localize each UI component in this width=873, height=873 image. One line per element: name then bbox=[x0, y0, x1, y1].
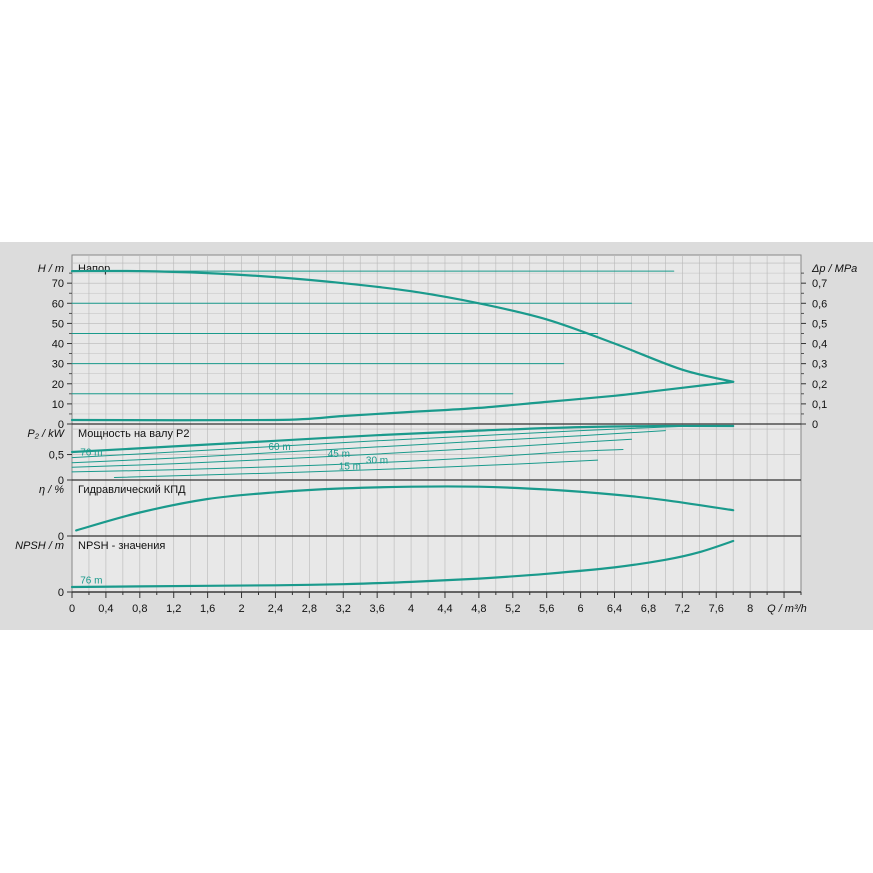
power-series-line bbox=[70, 424, 735, 454]
power-series-line bbox=[71, 438, 632, 468]
y-right-axis-label: Δp / MPa bbox=[811, 263, 857, 275]
y-tick-label: 30 bbox=[52, 359, 64, 371]
x-tick-label: 3,2 bbox=[336, 603, 351, 615]
y-axis-label: P₂ / kW bbox=[27, 428, 65, 440]
x-tick-label: 4 bbox=[408, 603, 414, 615]
npsh-series-line bbox=[70, 539, 735, 589]
y-tick-label: 20 bbox=[52, 379, 64, 391]
x-tick-label: 6 bbox=[578, 603, 584, 615]
y-tick-label: 0 bbox=[58, 419, 64, 431]
x-tick-label: 2,8 bbox=[302, 603, 317, 615]
panel-title: Мощность на валу P2 bbox=[78, 428, 190, 440]
head-series-line bbox=[70, 380, 735, 422]
x-tick-label: 1,6 bbox=[200, 603, 215, 615]
power-series-line bbox=[71, 430, 666, 464]
curve-annotation: 60 m bbox=[268, 442, 290, 453]
efficiency-panel: 0 η / % Гидравлический КПД bbox=[39, 484, 801, 543]
curve-annotation: 76 m bbox=[80, 575, 102, 586]
y-right-tick-label: 0,2 bbox=[812, 379, 827, 391]
power-series-line bbox=[71, 425, 692, 459]
y-tick-label: 0 bbox=[58, 475, 64, 487]
x-tick-label: 0,4 bbox=[98, 603, 113, 615]
head-panel: 0 10 20 30 40 50 60 70 0 0,1 0,2 0,3 0,4 0,5 0,6 0,7 Δp … bbox=[38, 262, 857, 431]
x-tick-label: 2 bbox=[238, 603, 244, 615]
y-right-tick-label: 0,5 bbox=[812, 318, 827, 330]
chart-panels: 01020304050607000,10,20,30,40,50,60,7Δp … bbox=[15, 254, 857, 615]
x-tick-label: 7,2 bbox=[675, 603, 690, 615]
y-tick-label: 40 bbox=[52, 339, 64, 351]
x-tick-label: 7,6 bbox=[709, 603, 724, 615]
x-tick-label: 0,8 bbox=[132, 603, 147, 615]
x-tick-label: 0 bbox=[69, 603, 75, 615]
power-series-line bbox=[113, 459, 599, 478]
y-axis-label: H / m bbox=[38, 263, 64, 275]
y-axis-label: NPSH / m bbox=[15, 540, 64, 552]
y-tick-label: 0 bbox=[58, 587, 64, 599]
y-tick-label: 50 bbox=[52, 318, 64, 330]
x-tick-label: 6,4 bbox=[607, 603, 622, 615]
x-tick-label: 8 bbox=[747, 603, 753, 615]
curve-annotation: 45 m bbox=[328, 449, 350, 460]
panel-title: NPSH - значения bbox=[78, 540, 165, 552]
x-tick-label: 5,6 bbox=[539, 603, 554, 615]
x-tick-label: 3,6 bbox=[370, 603, 385, 615]
x-axis-label: Q / m³/h bbox=[767, 603, 807, 615]
y-right-tick-label: 0,6 bbox=[812, 298, 827, 310]
x-tick-label: 2,4 bbox=[268, 603, 283, 615]
y-right-tick-label: 0,7 bbox=[812, 278, 827, 290]
curve-annotation: 30 m bbox=[366, 456, 388, 467]
efficiency-series-line bbox=[75, 485, 735, 532]
curve-annotation: 15 m bbox=[339, 462, 361, 473]
y-axis-label: η / % bbox=[39, 484, 64, 496]
power-panel: 0 0,5 P₂ / kW Мощность на валу P2 76 m 60 m 45… bbox=[27, 424, 801, 487]
y-tick-label: 10 bbox=[52, 399, 64, 411]
y-right-tick-label: 0 bbox=[812, 419, 818, 431]
panel-title: Гидравлический КПД bbox=[78, 484, 186, 496]
curve-annotation: 76 m bbox=[80, 447, 102, 458]
y-right-tick-label: 0,4 bbox=[812, 339, 827, 351]
panel-title: Напор bbox=[78, 263, 110, 275]
y-right-tick-label: 0,1 bbox=[812, 399, 827, 411]
y-tick-label: 60 bbox=[52, 298, 64, 310]
x-tick-label: 6,8 bbox=[641, 603, 656, 615]
power-series-line bbox=[71, 449, 624, 473]
y-tick-label: 0 bbox=[58, 531, 64, 543]
y-right-tick-label: 0,3 bbox=[812, 359, 827, 371]
y-tick-label: 0,5 bbox=[49, 450, 64, 462]
x-tick-label: 4,4 bbox=[437, 603, 452, 615]
y-tick-label: 70 bbox=[52, 278, 64, 290]
x-tick-label: 4,8 bbox=[471, 603, 486, 615]
head-series-line bbox=[70, 269, 735, 383]
x-tick-label: 5,2 bbox=[505, 603, 520, 615]
x-tick-label: 1,2 bbox=[166, 603, 181, 615]
